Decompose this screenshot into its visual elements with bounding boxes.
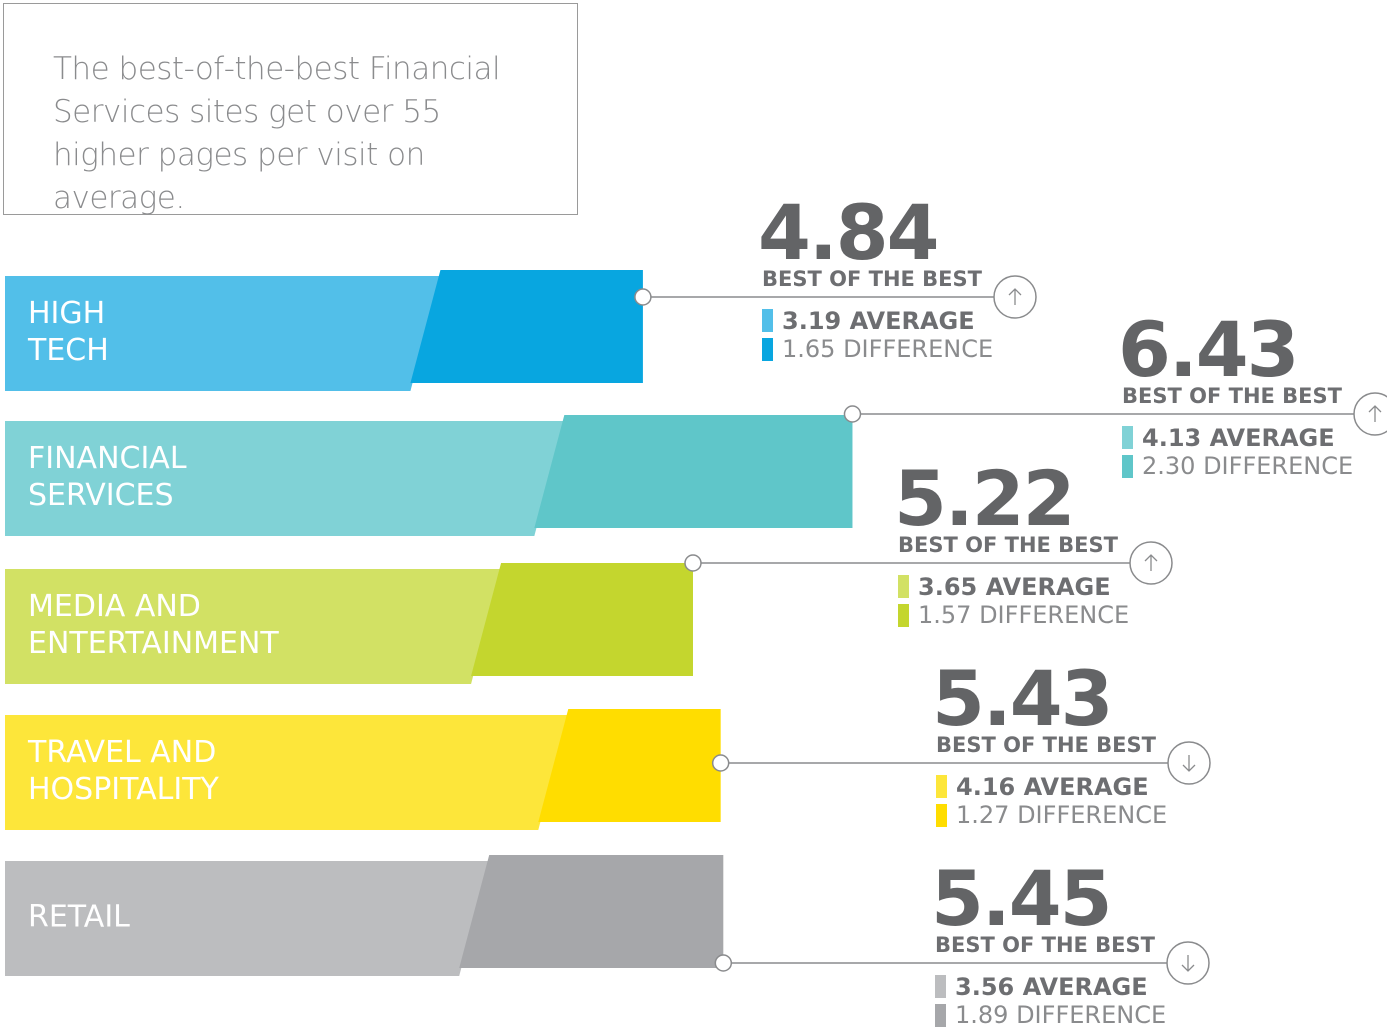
bar-average [5,421,565,536]
connector-dot [714,954,733,972]
best-label: BEST OF THE BEST [898,533,1119,557]
category-label: MEDIA AND [28,589,201,624]
difference-name: DIFFERENCE [1016,1001,1166,1028]
average-label: 4.16 AVERAGE [956,773,1149,801]
difference-value: 1.57 [918,601,971,629]
average-value: 3.56 [955,973,1014,1001]
average-name: AVERAGE [1024,773,1149,801]
average-label: 4.13 AVERAGE [1142,424,1335,452]
difference-value: 1.65 [782,335,835,363]
category-label: HOSPITALITY [28,772,220,807]
difference-label: 1.27 DIFFERENCE [956,801,1167,829]
trend-arrow [1144,554,1158,571]
legend-swatch [1122,455,1133,478]
bar-difference [459,855,724,968]
legend-swatch [935,975,946,998]
average-name: AVERAGE [850,307,975,335]
best-label: BEST OF THE BEST [1122,384,1343,408]
legend-swatch [936,775,947,798]
connector-dot [684,554,702,572]
legend-swatch [1122,426,1133,449]
legend-swatch [762,309,773,332]
difference-value: 2.30 [1142,452,1195,480]
connector-dot [843,405,862,423]
bar-difference [471,563,693,676]
category-label: ENTERTAINMENT [28,626,279,661]
bar-difference [538,709,721,822]
best-value: 5.45 [931,854,1111,943]
category-label: TRAVEL AND [27,735,216,770]
average-value: 3.65 [918,573,977,601]
average-value: 3.19 [782,307,841,335]
legend-swatch [898,575,909,598]
difference-label: 1.57 DIFFERENCE [918,601,1129,629]
difference-name: DIFFERENCE [979,601,1129,629]
average-name: AVERAGE [1023,973,1148,1001]
difference-name: DIFFERENCE [843,335,993,363]
difference-label: 1.89 DIFFERENCE [955,1001,1166,1028]
category-label: SERVICES [28,478,174,513]
title-box: The best-of-the-best Financial Services … [3,3,578,216]
category-label: FINANCIAL [28,441,187,476]
average-label: 3.65 AVERAGE [918,573,1111,601]
best-value: 6.43 [1118,305,1298,394]
bar-difference [410,270,643,383]
best-value: 5.22 [894,454,1074,543]
difference-label: 2.30 DIFFERENCE [1142,452,1353,480]
bar-average [5,861,490,976]
difference-label: 1.65 DIFFERENCE [782,335,993,363]
bar-average [5,276,441,391]
best-label: BEST OF THE BEST [762,267,983,291]
difference-value: 1.89 [955,1001,1008,1028]
legend-swatch [762,338,773,361]
best-value: 4.84 [758,188,938,277]
bar-average [5,715,569,830]
category-label: TECH [27,333,109,368]
trend-arrow [1181,955,1195,972]
connector-dot [634,288,652,306]
trend-arrow [1008,288,1022,305]
legend-swatch [898,604,909,627]
legend-swatch [936,804,947,827]
category-label: HIGH [28,296,105,331]
average-value: 4.13 [1142,424,1201,452]
difference-value: 1.27 [956,801,1009,829]
category-label: RETAIL [28,900,130,935]
legend-swatch [935,1004,946,1027]
bar-difference [534,415,853,528]
average-label: 3.19 AVERAGE [782,307,975,335]
best-value: 5.43 [932,654,1112,743]
trend-arrow [1182,755,1196,772]
average-value: 4.16 [956,773,1015,801]
best-label: BEST OF THE BEST [935,933,1156,957]
trend-arrow [1368,405,1382,422]
average-name: AVERAGE [986,573,1111,601]
difference-name: DIFFERENCE [1203,452,1353,480]
connector-dot [711,754,730,772]
average-name: AVERAGE [1210,424,1335,452]
best-label: BEST OF THE BEST [936,733,1157,757]
difference-name: DIFFERENCE [1017,801,1167,829]
average-label: 3.56 AVERAGE [955,973,1148,1001]
trend-icon [1353,392,1387,436]
bar-average [5,569,502,684]
